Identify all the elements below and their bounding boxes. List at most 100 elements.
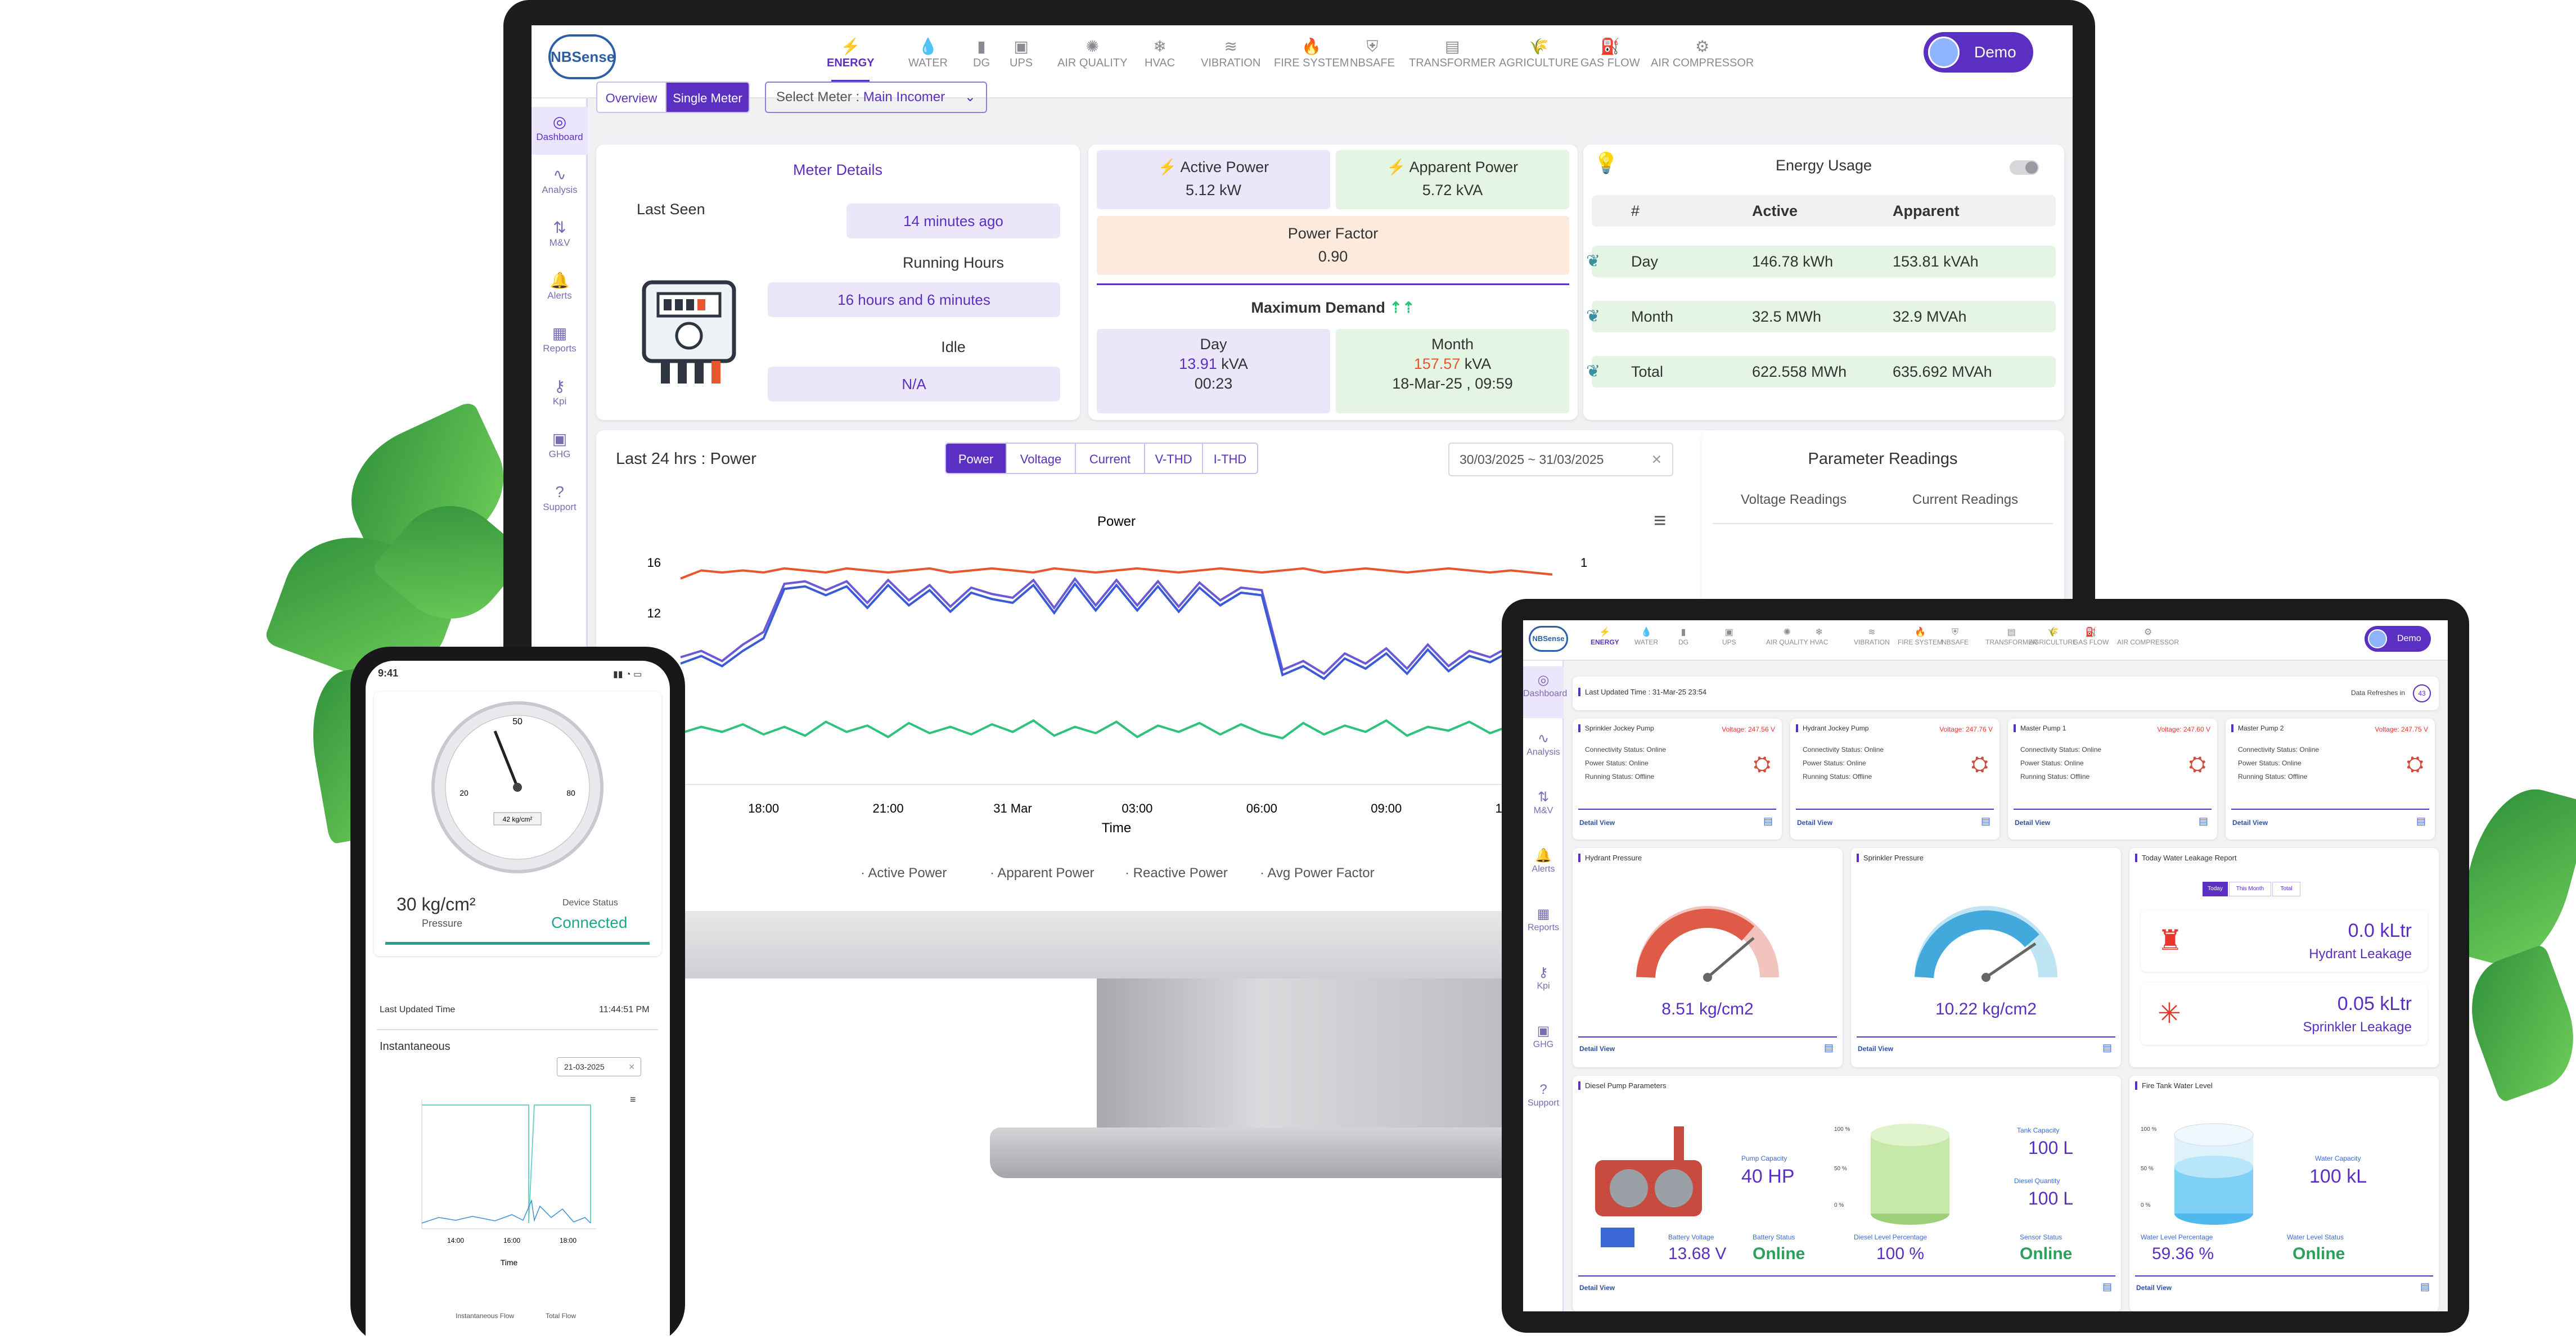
md-day-value: 13.91 bbox=[1179, 355, 1217, 372]
nav-air-quality[interactable]: ✺ AIR QUALITY bbox=[1057, 37, 1127, 70]
nav-label: NBSAFE bbox=[1350, 57, 1395, 69]
legend-item[interactable]: · Reactive Power bbox=[1125, 865, 1228, 881]
pump-card: Hydrant Jockey Pump Voltage: 247.76 V Conn… bbox=[1790, 719, 1999, 840]
tablet-nav-vibration[interactable]: ≋ VIBRATION bbox=[1854, 627, 1890, 646]
tab-this-month[interactable]: This Month bbox=[2229, 882, 2271, 896]
tab-today[interactable]: Today bbox=[2203, 882, 2228, 896]
chart-menu-icon[interactable]: ≡ bbox=[630, 1094, 636, 1105]
legend-item[interactable]: · Apparent Power bbox=[990, 865, 1094, 881]
nav-label: TRANSFORMER bbox=[1985, 638, 2038, 646]
tablet-nav-nbsafe[interactable]: ⛨ NBSAFE bbox=[1942, 627, 1969, 646]
document-icon[interactable]: ▤ bbox=[2102, 1042, 2112, 1053]
nav-nbsafe[interactable]: ⛨ NBSAFE bbox=[1350, 37, 1395, 70]
sidebar-item-mv[interactable]: ⇅ M&V bbox=[532, 213, 588, 260]
tablet-sidebar-item-dashboard[interactable]: ◎ Dashboard bbox=[1523, 666, 1567, 718]
tablet-nav-water[interactable]: 💧 WATER bbox=[1634, 627, 1658, 646]
tab-single-meter[interactable]: Single Meter bbox=[665, 82, 750, 113]
nav-transformer[interactable]: ▤ TRANSFORMER bbox=[1409, 37, 1496, 70]
detail-view-link[interactable]: Detail View bbox=[1579, 819, 1615, 827]
date-picker[interactable]: 21-03-2025 ✕ bbox=[557, 1057, 641, 1076]
detail-view-link[interactable]: Detail View bbox=[1797, 819, 1833, 827]
document-icon[interactable]: ▤ bbox=[2198, 815, 2208, 827]
detail-view-link[interactable]: Detail View bbox=[1579, 1284, 1615, 1292]
document-icon[interactable]: ▤ bbox=[2102, 1281, 2112, 1292]
sidebar-icon: ? bbox=[1539, 1082, 1547, 1097]
tablet-user-menu[interactable]: Demo bbox=[2365, 626, 2431, 652]
tablet-nav-air-compressor[interactable]: ⚙ AIR COMPRESSOR bbox=[2117, 627, 2179, 646]
document-icon[interactable]: ▤ bbox=[1763, 815, 1773, 827]
meter-select[interactable]: Select Meter : Main Incomer ⌄ bbox=[765, 82, 987, 113]
pump-connectivity: Connectivity Status: Online bbox=[1803, 746, 1884, 754]
document-icon[interactable]: ▤ bbox=[1980, 815, 1990, 827]
tablet-nav-energy[interactable]: ⚡ ENERGY bbox=[1591, 627, 1619, 646]
document-icon[interactable]: ▤ bbox=[2416, 815, 2426, 827]
sidebar-icon: ∿ bbox=[1537, 731, 1550, 746]
detail-view-link[interactable]: Detail View bbox=[2232, 819, 2268, 827]
chart-menu-icon[interactable]: ≡ bbox=[1654, 509, 1667, 533]
nav-dg[interactable]: ▮ DG bbox=[973, 37, 990, 70]
legend-item[interactable]: · Active Power bbox=[861, 865, 947, 881]
nav-vibration[interactable]: ≋ VIBRATION bbox=[1201, 37, 1260, 70]
tablet-nav-agriculture[interactable]: 🌾 AGRICULTURE bbox=[2029, 627, 2077, 646]
max-demand-heading: Maximum Demand ⇡⇡ bbox=[1251, 299, 1415, 316]
tablet-sidebar-item-support[interactable]: ? Support bbox=[1523, 1076, 1564, 1127]
tablet-sidebar-item-mv[interactable]: ⇅ M&V bbox=[1523, 783, 1564, 835]
detail-view-link[interactable]: Detail View bbox=[1579, 1045, 1615, 1053]
user-menu-button[interactable]: Demo bbox=[1924, 32, 2033, 73]
tablet-nav-dg[interactable]: ▮ DG bbox=[1678, 627, 1688, 646]
sidebar-label: Analysis bbox=[1526, 747, 1560, 757]
document-icon[interactable]: ▤ bbox=[2420, 1281, 2430, 1292]
sidebar-item-ghg[interactable]: ▣ GHG bbox=[532, 424, 588, 472]
nav-label: AIR COMPRESSOR bbox=[1651, 57, 1754, 69]
nav-ups[interactable]: ▣ UPS bbox=[1010, 37, 1033, 70]
legend-total[interactable]: Total Flow bbox=[546, 1312, 577, 1320]
tablet-sidebar-item-reports[interactable]: ▦ Reports bbox=[1523, 900, 1564, 952]
nav-fire-system[interactable]: 🔥 FIRE SYSTEM bbox=[1274, 37, 1349, 70]
nav-energy[interactable]: ⚡ ENERGY bbox=[827, 37, 874, 82]
nav-water[interactable]: 💧 WATER bbox=[908, 37, 948, 70]
detail-view-link[interactable]: Detail View bbox=[1858, 1045, 1894, 1053]
divider bbox=[1578, 809, 1776, 810]
chart-tab-current[interactable]: Current bbox=[1075, 443, 1145, 474]
nav-hvac[interactable]: ❄ HVAC bbox=[1145, 37, 1175, 70]
tablet-nav-gas-flow[interactable]: ⛽ GAS FLOW bbox=[2073, 627, 2109, 646]
document-icon[interactable]: ▤ bbox=[1823, 1042, 1834, 1053]
sidebar-item-analysis[interactable]: ∿ Analysis bbox=[532, 160, 588, 208]
sidebar-item-dashboard[interactable]: ◎ Dashboard bbox=[532, 107, 588, 155]
sidebar-icon: ◎ bbox=[552, 113, 567, 130]
date-range-picker[interactable]: 30/03/2025 ~ 31/03/2025 ✕ bbox=[1448, 443, 1673, 476]
nav-gas-flow[interactable]: ⛽ GAS FLOW bbox=[1580, 37, 1640, 70]
tablet-sidebar-item-kpi[interactable]: ⚷ Kpi bbox=[1523, 959, 1564, 1011]
detail-view-link[interactable]: Detail View bbox=[2015, 819, 2051, 827]
close-icon[interactable]: ✕ bbox=[1651, 452, 1662, 467]
tablet-nav-ups[interactable]: ▣ UPS bbox=[1722, 627, 1736, 646]
md-month-label: Month bbox=[1431, 336, 1474, 353]
tablet-sidebar-item-alerts[interactable]: 🔔 Alerts bbox=[1523, 842, 1564, 894]
chart-tab-i-thd[interactable]: I-THD bbox=[1202, 443, 1258, 474]
sidebar-item-kpi[interactable]: ⚷ Kpi bbox=[532, 371, 588, 419]
legend-instantaneous[interactable]: Instantaneous Flow bbox=[456, 1312, 515, 1320]
tablet-nav-hvac[interactable]: ❄ HVAC bbox=[1810, 627, 1828, 646]
tab-total[interactable]: Total bbox=[2272, 882, 2300, 896]
last-updated-value: 11:44:51 PM bbox=[599, 1005, 650, 1014]
chart-tab-power[interactable]: Power bbox=[945, 443, 1007, 474]
tablet-sidebar-item-analysis[interactable]: ∿ Analysis bbox=[1523, 725, 1564, 777]
toggle-switch[interactable] bbox=[2010, 160, 2039, 175]
nav-air-compressor[interactable]: ⚙ AIR COMPRESSOR bbox=[1651, 37, 1754, 70]
tablet-nav-air-quality[interactable]: ✺ AIR QUALITY bbox=[1766, 627, 1808, 646]
tablet-nav-transformer[interactable]: ▤ TRANSFORMER bbox=[1985, 627, 2038, 646]
tab-voltage-readings[interactable]: Voltage Readings bbox=[1741, 492, 1847, 507]
detail-view-link[interactable]: Detail View bbox=[2136, 1284, 2172, 1292]
nav-agriculture[interactable]: 🌾 AGRICULTURE bbox=[1499, 37, 1579, 70]
sidebar-item-alerts[interactable]: 🔔 Alerts bbox=[532, 265, 588, 313]
tab-overview[interactable]: Overview bbox=[596, 82, 666, 113]
tablet-sidebar-item-ghg[interactable]: ▣ GHG bbox=[1523, 1017, 1564, 1069]
legend-item[interactable]: · Avg Power Factor bbox=[1260, 865, 1375, 881]
sidebar-item-support[interactable]: ? Support bbox=[532, 477, 588, 525]
sidebar-item-reports[interactable]: ▦ Reports bbox=[532, 318, 588, 366]
tab-current-readings[interactable]: Current Readings bbox=[1912, 492, 2019, 507]
chart-tab-voltage[interactable]: Voltage bbox=[1006, 443, 1076, 474]
tank-capacity-value: 100 L bbox=[2028, 1138, 2074, 1158]
chart-tab-v-thd[interactable]: V-THD bbox=[1144, 443, 1203, 474]
tablet-nav-fire-system[interactable]: 🔥 FIRE SYSTEM bbox=[1898, 627, 1943, 646]
